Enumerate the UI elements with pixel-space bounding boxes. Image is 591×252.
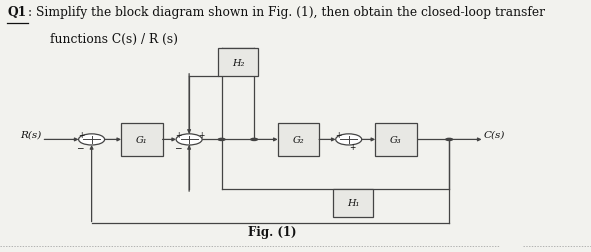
Text: R(s): R(s) (20, 130, 41, 139)
FancyBboxPatch shape (333, 189, 374, 217)
Circle shape (336, 134, 362, 145)
Circle shape (79, 134, 105, 145)
Text: C(s): C(s) (483, 130, 505, 139)
Text: H₂: H₂ (232, 58, 244, 68)
Text: +: + (78, 130, 84, 139)
FancyBboxPatch shape (121, 123, 163, 156)
Text: −: − (76, 142, 83, 151)
Text: +: + (335, 130, 341, 139)
Text: H₁: H₁ (347, 198, 359, 207)
Circle shape (445, 138, 453, 142)
Text: Fig. (1): Fig. (1) (248, 225, 296, 238)
Text: +: + (176, 130, 181, 139)
Text: : Simplify the block diagram shown in Fig. (1), then obtain the closed-loop tran: : Simplify the block diagram shown in Fi… (28, 6, 545, 19)
Text: G₃: G₃ (390, 135, 402, 144)
Text: +: + (198, 130, 204, 139)
Text: G₁: G₁ (136, 135, 148, 144)
Text: +: + (349, 142, 355, 151)
Text: −: − (174, 142, 181, 151)
Text: functions C(s) / R (s): functions C(s) / R (s) (50, 33, 178, 46)
Text: Q1: Q1 (7, 6, 26, 19)
Circle shape (217, 138, 226, 142)
Text: G₂: G₂ (293, 135, 304, 144)
Circle shape (176, 134, 202, 145)
FancyBboxPatch shape (278, 123, 319, 156)
FancyBboxPatch shape (217, 49, 258, 77)
FancyBboxPatch shape (375, 123, 417, 156)
Circle shape (250, 138, 258, 142)
